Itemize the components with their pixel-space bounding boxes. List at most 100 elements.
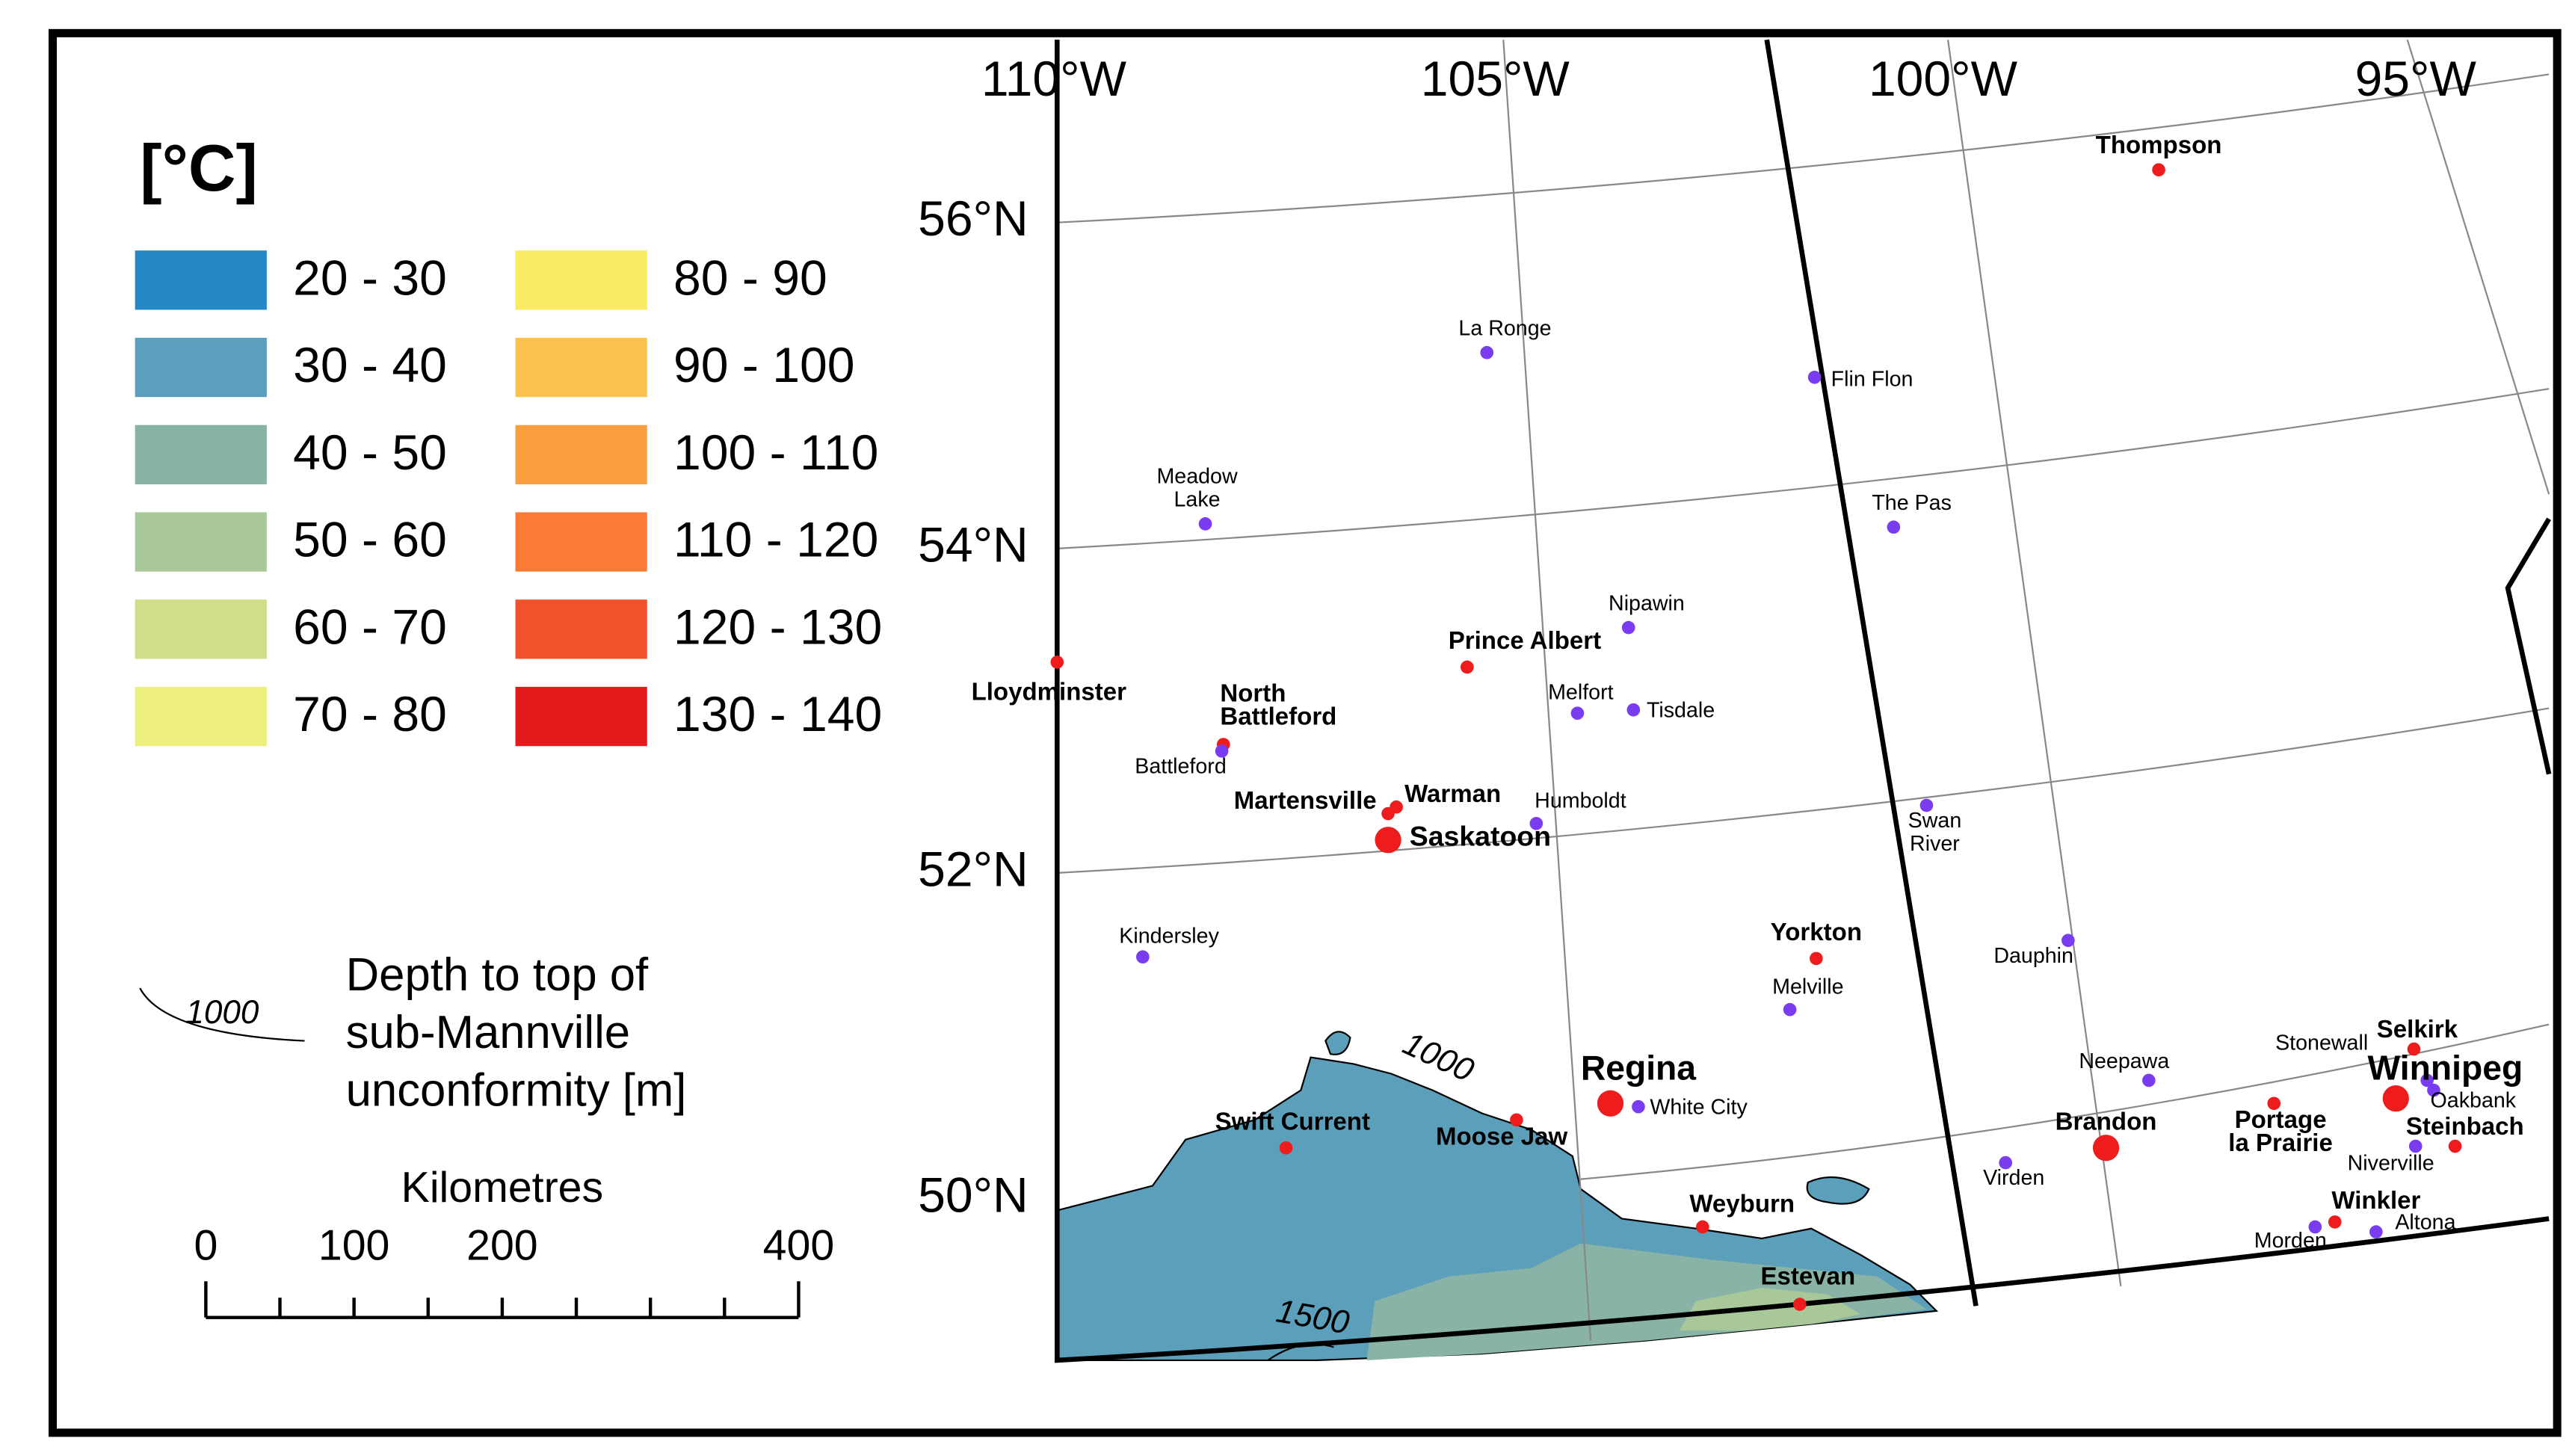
- longitude-label: 110°W: [981, 52, 1127, 107]
- city-label: Humboldt: [1535, 789, 1626, 813]
- legend-swatch: [135, 250, 267, 310]
- city-dot: [1807, 370, 1822, 384]
- city-dot: [1793, 1298, 1807, 1311]
- city-dot: [1461, 660, 1474, 674]
- city-label: Oakbank: [2431, 1089, 2517, 1113]
- city-label: Dauphin: [1993, 944, 2073, 968]
- lake: [1324, 1031, 1351, 1055]
- legend-label: 70 - 80: [293, 687, 447, 742]
- city-label: Warman: [1404, 780, 1501, 808]
- legend-swatch: [515, 599, 647, 659]
- meridian: [1946, 40, 2122, 1286]
- legend-swatch: [515, 425, 647, 484]
- legend-swatch: [515, 337, 647, 398]
- depth-legend-text: Depth to top of: [346, 949, 649, 1001]
- legend-label: 120 - 130: [673, 599, 882, 655]
- legend-swatch: [135, 425, 267, 484]
- city-dot: [1390, 800, 1403, 814]
- city-dot: [1480, 345, 1494, 360]
- city-dot: [1570, 706, 1585, 720]
- city-label: Lake: [1174, 488, 1221, 512]
- city-label: Neepawa: [2079, 1049, 2169, 1073]
- city-label: Winnipeg: [2368, 1048, 2523, 1087]
- contour-sample: [139, 987, 305, 1042]
- city-label: Saskatoon: [1410, 820, 1551, 851]
- city-label: White City: [1650, 1095, 1748, 1119]
- scale-bar-label: 200: [466, 1221, 538, 1269]
- latitude-label: 56°N: [918, 191, 1029, 247]
- city-label: Estevan: [1760, 1263, 1855, 1291]
- city-label: Melfort: [1548, 680, 1614, 704]
- city-label: Swan: [1908, 809, 1962, 833]
- meridian: [2406, 39, 2550, 495]
- city-dot: [1597, 1090, 1624, 1117]
- city-label: Brandon: [2056, 1108, 2157, 1135]
- scale-bar-label: 400: [763, 1221, 835, 1269]
- city-label: River: [1910, 832, 1960, 856]
- city-label: Niverville: [2348, 1151, 2434, 1175]
- city-dot: [1626, 703, 1641, 717]
- legend-swatch: [515, 512, 647, 572]
- longitude-label: 95°W: [2355, 52, 2477, 107]
- city-dot: [1375, 827, 1401, 854]
- legend-title: [°C]: [140, 131, 258, 205]
- scale-bar: [204, 1281, 801, 1319]
- parallel: [1057, 707, 2550, 874]
- city-label: Stonewall: [2275, 1031, 2368, 1055]
- city-dot: [1810, 951, 1823, 966]
- city-dot: [1279, 1141, 1293, 1155]
- latitude-label: 54°N: [918, 517, 1029, 573]
- city-dot: [1632, 1099, 1645, 1114]
- city-dot: [1783, 1002, 1797, 1017]
- city-label: Battleford: [1220, 703, 1336, 731]
- city-label: Lloydminster: [972, 678, 1127, 706]
- map-body: 1000 1500: [1054, 39, 2552, 1363]
- city-dot: [2142, 1073, 2156, 1088]
- city-label: Yorkton: [1771, 919, 1862, 946]
- city-dot: [1696, 1220, 1709, 1234]
- city-dot: [1887, 520, 1901, 534]
- city-dot: [1050, 655, 1064, 669]
- scale-bar-title: Kilometres: [401, 1164, 604, 1212]
- parallel: [1580, 1023, 2550, 1180]
- legend-label: 130 - 140: [673, 687, 882, 742]
- frame: [48, 28, 2562, 1437]
- city-label: Weyburn: [1689, 1191, 1795, 1218]
- city-dot: [2308, 1220, 2322, 1234]
- city-label: Regina: [1581, 1048, 1697, 1087]
- city-dot: [1999, 1156, 2012, 1170]
- depth-legend-text: sub-Mannville: [346, 1007, 630, 1058]
- city-dot: [2267, 1096, 2281, 1111]
- city-dot: [2061, 934, 2075, 947]
- legend-label: 20 - 30: [293, 250, 447, 306]
- city-label: North: [1220, 680, 1286, 708]
- city-dot: [2427, 1083, 2440, 1097]
- legend-label: 90 - 100: [673, 338, 854, 393]
- city-label: Selkirk: [2377, 1016, 2458, 1043]
- city-dot: [2420, 1073, 2434, 1088]
- city-label: Melville: [1772, 975, 1843, 999]
- city-dot: [1136, 950, 1150, 964]
- city-dot: [2382, 1085, 2409, 1112]
- city-label: Nipawin: [1609, 591, 1685, 615]
- city-label: Prince Albert: [1449, 627, 1601, 655]
- city-label: Portage: [2235, 1106, 2327, 1134]
- map-boundary: [1054, 40, 2550, 1363]
- latitude-label: 50°N: [918, 1167, 1029, 1223]
- city-label: Altona: [2395, 1211, 2455, 1235]
- city-dot: [2328, 1215, 2342, 1229]
- lake: [1806, 1176, 1870, 1205]
- legend-swatch: [135, 599, 267, 659]
- city-dot: [2408, 1139, 2423, 1153]
- meridian: [1502, 40, 1592, 1341]
- city-label: La Ronge: [1458, 316, 1551, 340]
- city-label: Winkler: [2331, 1187, 2420, 1215]
- city-label: Swift Current: [1215, 1108, 1370, 1135]
- longitude-label: 105°W: [1421, 52, 1570, 107]
- city-dot: [1198, 517, 1212, 531]
- depth-legend-text: unconformity [m]: [346, 1064, 687, 1116]
- latitude-label: 52°N: [918, 842, 1029, 897]
- parallel: [1057, 388, 2550, 549]
- city-dot: [1529, 816, 1543, 830]
